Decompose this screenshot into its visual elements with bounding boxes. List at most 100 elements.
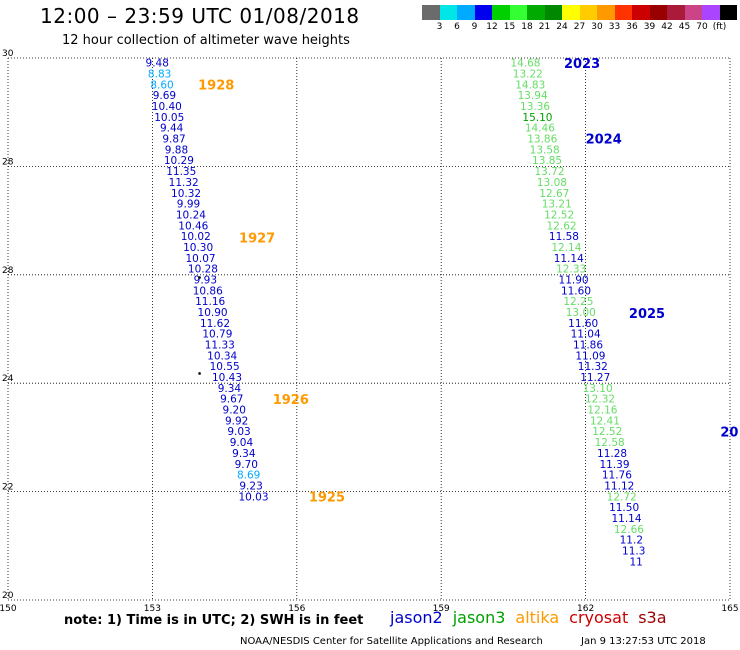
wave-height-label: 12.67 xyxy=(539,188,569,200)
color-swatch-11 xyxy=(614,5,632,20)
wave-height-label: 10.24 xyxy=(176,209,206,221)
wave-height-label: 11.58 xyxy=(549,231,579,243)
color-swatch-9 xyxy=(579,5,597,20)
color-scale-label: 6 xyxy=(454,22,460,32)
y-tick-label: 28 xyxy=(2,157,14,167)
color-scale-bar xyxy=(422,5,737,20)
color-scale-label: 42 xyxy=(661,22,673,32)
axis-tick-labels: 150 153 156 159 162 165 20 22 24 28 28 30 xyxy=(0,49,739,614)
x-tick-label: 162 xyxy=(577,604,594,614)
wave-height-label: 11.2 xyxy=(620,535,643,547)
y-tick-label: 20 xyxy=(2,591,14,601)
location-dot xyxy=(198,276,201,279)
wave-height-label: 11.27 xyxy=(580,372,610,384)
wave-height-label: 9.20 xyxy=(223,405,246,417)
wave-height-label: 11.86 xyxy=(573,340,603,352)
credit-date: Jan 9 13:27:53 UTC 2018 xyxy=(581,636,706,647)
wave-height-label: 11.76 xyxy=(602,470,632,482)
wave-height-label: 10.79 xyxy=(202,329,232,341)
wave-height-label: 14.68 xyxy=(510,58,540,70)
wave-height-label: 12.33 xyxy=(556,264,586,276)
legend-s3a: s3a xyxy=(638,608,667,627)
wave-height-label: 12.14 xyxy=(551,242,581,254)
color-swatch-0 xyxy=(422,5,440,20)
map-title: 12:00 – 23:59 UTC 01/08/2018 xyxy=(40,4,360,28)
y-tick-label: 24 xyxy=(2,374,14,384)
wave-height-label: 9.03 xyxy=(227,426,250,438)
time-label: 1925 xyxy=(309,490,345,505)
color-swatch-16 xyxy=(702,5,720,20)
wave-height-label: 11 xyxy=(629,556,642,568)
wave-height-label: 13.94 xyxy=(518,90,548,102)
wave-height-label: 9.92 xyxy=(225,415,248,427)
wave-height-label: 13.21 xyxy=(542,199,572,211)
x-tick-label: 153 xyxy=(144,604,161,614)
wave-height-label: 11.12 xyxy=(604,480,634,492)
wave-height-label: 9.34 xyxy=(232,448,256,460)
wave-height-label: 12.25 xyxy=(563,296,593,308)
wave-height-label: 15.10 xyxy=(522,112,552,124)
wave-height-label: 10.55 xyxy=(210,361,240,373)
color-scale-label: 12 xyxy=(486,22,498,32)
wave-height-label: 8.83 xyxy=(148,69,171,81)
color-scale-label: 27 xyxy=(573,22,586,32)
wave-height-label: 13.85 xyxy=(532,155,562,167)
wave-height-label: 10.05 xyxy=(154,112,184,124)
wave-height-label: 11.32 xyxy=(578,361,608,373)
wave-height-label: 11.50 xyxy=(609,502,639,514)
wave-height-label: 11.28 xyxy=(597,448,627,460)
wave-height-label: 12.32 xyxy=(585,394,615,406)
time-label: 1928 xyxy=(198,78,234,93)
wave-height-label: 10.40 xyxy=(152,101,182,113)
wave-height-label: 9.04 xyxy=(230,437,254,449)
satellite-track-east: 14.6813.2214.8313.9413.3615.1014.4613.86… xyxy=(510,57,738,569)
time-label: 2023 xyxy=(564,57,600,72)
x-tick-label: 159 xyxy=(433,604,450,614)
y-tick-label: 30 xyxy=(2,49,14,59)
wave-height-label: 11.35 xyxy=(166,166,196,178)
color-scale-label: 33 xyxy=(608,22,621,32)
time-label: 20 xyxy=(720,425,738,440)
wave-height-label: 12.66 xyxy=(614,524,644,536)
color-swatch-7 xyxy=(544,5,562,20)
wave-height-label: 11.09 xyxy=(575,350,605,362)
wave-height-label: 10.86 xyxy=(193,285,223,297)
map-subtitle: 12 hour collection of altimeter wave hei… xyxy=(62,33,350,48)
wave-height-label: 13.72 xyxy=(534,166,564,178)
wave-height-label: 9.44 xyxy=(160,123,184,135)
wave-height-label: 8.69 xyxy=(237,470,260,482)
wave-height-label: 9.67 xyxy=(220,394,243,406)
color-swatch-3 xyxy=(474,5,492,20)
wave-height-label: 12.58 xyxy=(595,437,625,449)
wave-height-label: 13.22 xyxy=(513,69,543,81)
wave-height-label: 10.03 xyxy=(238,491,268,503)
color-swatch-5 xyxy=(509,5,527,20)
color-scale-label: 9 xyxy=(471,22,478,32)
color-swatch-4 xyxy=(492,5,510,20)
color-scale-label: 15 xyxy=(503,22,516,32)
wave-height-label: 9.99 xyxy=(177,199,200,211)
y-tick-label: 28 xyxy=(2,266,14,276)
wave-height-label: 11.62 xyxy=(200,318,230,330)
wave-height-label: 13.58 xyxy=(530,144,560,156)
legend-altika: altika xyxy=(515,608,560,627)
wave-height-label: 11.90 xyxy=(559,274,589,286)
wave-height-label: 13.36 xyxy=(520,101,550,113)
color-swatch-1 xyxy=(439,5,457,20)
color-scale-label: 39 xyxy=(643,22,656,32)
wave-height-label: 13.08 xyxy=(537,177,567,189)
color-scale-label: 18 xyxy=(521,22,533,32)
wave-height-label: 11.04 xyxy=(571,329,601,341)
wave-height-label: 10.46 xyxy=(178,220,208,232)
wave-height-label: 10.07 xyxy=(186,253,216,265)
color-swatch-17 xyxy=(719,5,737,20)
map-grid xyxy=(7,57,731,601)
color-swatch-15 xyxy=(684,5,702,20)
location-dot xyxy=(198,372,201,375)
wave-height-label: 9.48 xyxy=(146,58,169,70)
wave-height-label: 10.02 xyxy=(181,231,211,243)
wave-height-label: 9.70 xyxy=(235,459,258,471)
color-scale-label: (ft) xyxy=(712,22,727,32)
wave-height-label: 12.72 xyxy=(607,491,637,503)
